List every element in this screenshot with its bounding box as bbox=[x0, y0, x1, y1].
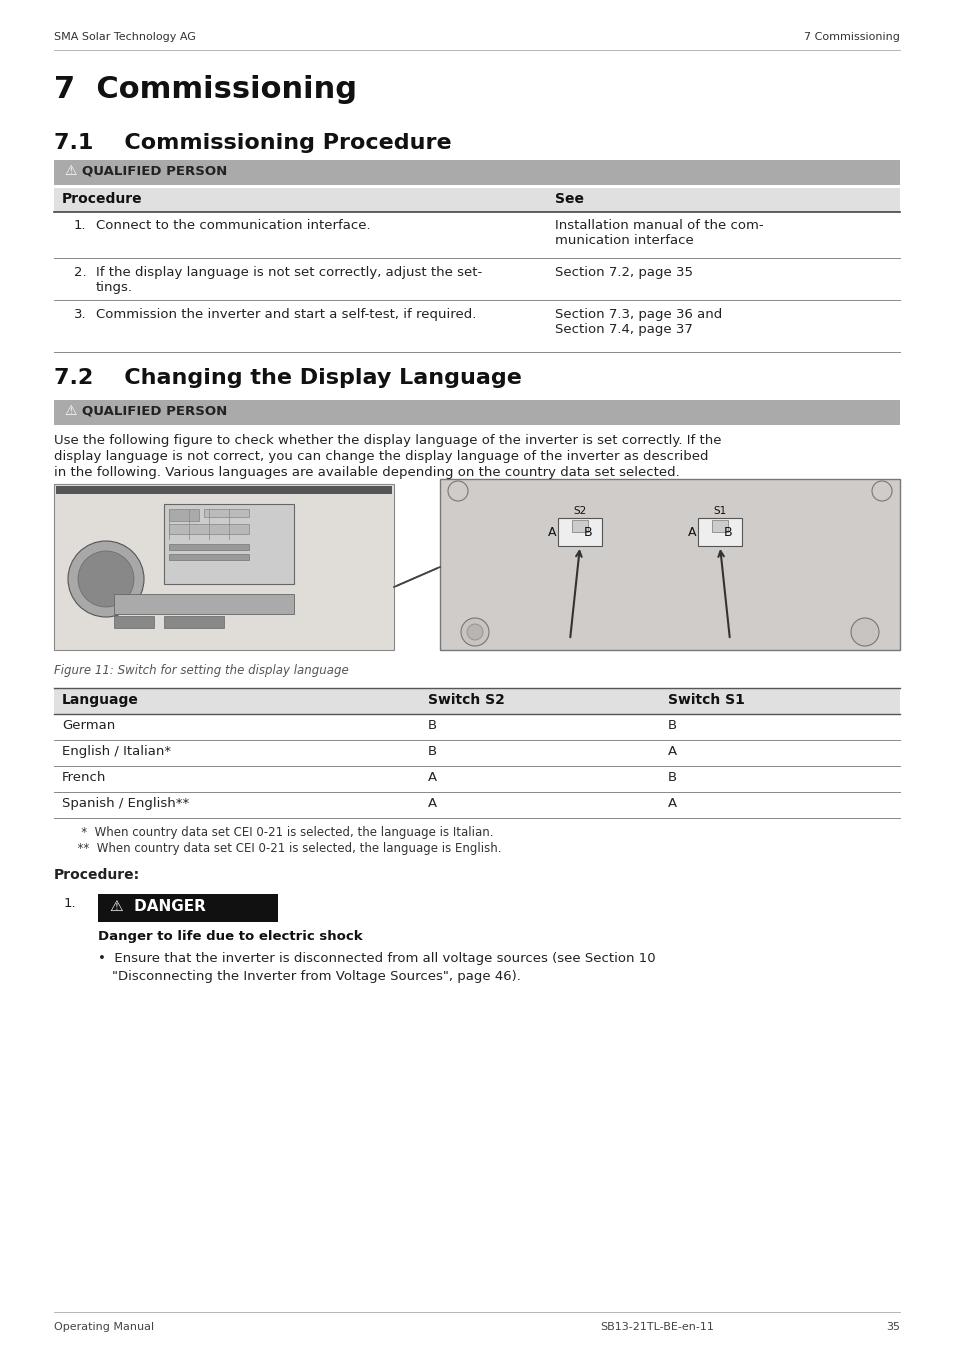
Bar bbox=[113, 616, 153, 628]
Text: •  Ensure that the inverter is disconnected from all voltage sources (see Sectio: • Ensure that the inverter is disconnect… bbox=[98, 952, 655, 965]
Text: 35: 35 bbox=[885, 1322, 899, 1332]
Text: B: B bbox=[428, 745, 436, 758]
Text: ⚠: ⚠ bbox=[64, 164, 76, 177]
Text: Language: Language bbox=[62, 693, 139, 707]
Text: B: B bbox=[667, 770, 677, 784]
Bar bbox=[711, 520, 727, 532]
Bar bbox=[439, 479, 899, 650]
Bar bbox=[54, 688, 899, 714]
Text: display language is not correct, you can change the display language of the inve: display language is not correct, you can… bbox=[54, 450, 708, 463]
Text: ⚠  DANGER: ⚠ DANGER bbox=[110, 899, 206, 914]
Text: SMA Solar Technology AG: SMA Solar Technology AG bbox=[54, 32, 195, 42]
Text: ⚠: ⚠ bbox=[64, 403, 76, 418]
Text: B: B bbox=[583, 525, 592, 539]
Bar bbox=[98, 894, 277, 922]
Bar bbox=[204, 509, 249, 517]
Circle shape bbox=[871, 481, 891, 501]
Bar bbox=[698, 519, 741, 546]
Text: Connect to the communication interface.: Connect to the communication interface. bbox=[96, 219, 370, 232]
Text: Procedure:: Procedure: bbox=[54, 868, 140, 881]
Text: Switch S2: Switch S2 bbox=[428, 693, 504, 707]
Circle shape bbox=[448, 481, 468, 501]
Text: French: French bbox=[62, 770, 107, 784]
Text: S1: S1 bbox=[713, 506, 726, 516]
Text: Section 7.2, page 35: Section 7.2, page 35 bbox=[555, 265, 692, 279]
Text: A: A bbox=[428, 798, 436, 810]
Text: A: A bbox=[667, 745, 677, 758]
Circle shape bbox=[78, 551, 133, 607]
Bar bbox=[113, 594, 294, 613]
Text: A: A bbox=[547, 525, 556, 539]
Text: A: A bbox=[428, 770, 436, 784]
Text: Figure 11: Switch for setting the display language: Figure 11: Switch for setting the displa… bbox=[54, 663, 349, 677]
Text: SB13-21TL-BE-en-11: SB13-21TL-BE-en-11 bbox=[599, 1322, 713, 1332]
Text: B: B bbox=[667, 719, 677, 733]
Bar bbox=[169, 524, 249, 533]
Text: in the following. Various languages are available depending on the country data : in the following. Various languages are … bbox=[54, 466, 679, 479]
Bar bbox=[54, 188, 899, 213]
Text: 7.2    Changing the Display Language: 7.2 Changing the Display Language bbox=[54, 368, 521, 389]
Bar bbox=[169, 509, 199, 521]
Text: German: German bbox=[62, 719, 115, 733]
Circle shape bbox=[460, 617, 489, 646]
Text: 7 Commissioning: 7 Commissioning bbox=[803, 32, 899, 42]
Circle shape bbox=[68, 542, 144, 617]
Text: 3.: 3. bbox=[74, 307, 87, 321]
Text: 2.: 2. bbox=[74, 265, 87, 279]
Circle shape bbox=[850, 617, 878, 646]
Bar bbox=[54, 399, 899, 425]
Bar bbox=[572, 520, 587, 532]
Text: 7.1    Commissioning Procedure: 7.1 Commissioning Procedure bbox=[54, 133, 451, 153]
Text: If the display language is not set correctly, adjust the set-
tings.: If the display language is not set corre… bbox=[96, 265, 482, 294]
Text: "Disconnecting the Inverter from Voltage Sources", page 46).: "Disconnecting the Inverter from Voltage… bbox=[112, 969, 520, 983]
Text: Switch S1: Switch S1 bbox=[667, 693, 744, 707]
Bar bbox=[164, 504, 294, 584]
Bar bbox=[56, 486, 392, 494]
Text: Danger to life due to electric shock: Danger to life due to electric shock bbox=[98, 930, 362, 942]
Text: 1.: 1. bbox=[64, 896, 76, 910]
Text: Installation manual of the com-
munication interface: Installation manual of the com- municati… bbox=[555, 219, 762, 246]
Text: Use the following figure to check whether the display language of the inverter i: Use the following figure to check whethe… bbox=[54, 435, 720, 447]
Text: Section 7.3, page 36 and
Section 7.4, page 37: Section 7.3, page 36 and Section 7.4, pa… bbox=[555, 307, 721, 336]
Text: Operating Manual: Operating Manual bbox=[54, 1322, 154, 1332]
Text: Spanish / English**: Spanish / English** bbox=[62, 798, 189, 810]
Text: Procedure: Procedure bbox=[62, 192, 143, 206]
Bar bbox=[54, 483, 394, 650]
Text: Commission the inverter and start a self-test, if required.: Commission the inverter and start a self… bbox=[96, 307, 476, 321]
Text: See: See bbox=[555, 192, 583, 206]
Text: *  When country data set CEI 0-21 is selected, the language is Italian.: * When country data set CEI 0-21 is sele… bbox=[70, 826, 493, 839]
Text: B: B bbox=[428, 719, 436, 733]
Text: 7  Commissioning: 7 Commissioning bbox=[54, 74, 356, 104]
Bar bbox=[164, 616, 224, 628]
Bar bbox=[54, 160, 899, 185]
Bar bbox=[169, 544, 249, 550]
Text: QUALIFIED PERSON: QUALIFIED PERSON bbox=[82, 164, 227, 177]
Bar bbox=[169, 554, 249, 561]
Text: **  When country data set CEI 0-21 is selected, the language is English.: ** When country data set CEI 0-21 is sel… bbox=[70, 842, 501, 854]
Text: S2: S2 bbox=[573, 506, 586, 516]
Text: A: A bbox=[667, 798, 677, 810]
Bar bbox=[558, 519, 601, 546]
Circle shape bbox=[467, 624, 482, 640]
Text: English / Italian*: English / Italian* bbox=[62, 745, 171, 758]
Text: B: B bbox=[723, 525, 732, 539]
Text: A: A bbox=[687, 525, 696, 539]
Text: 1.: 1. bbox=[74, 219, 87, 232]
Text: QUALIFIED PERSON: QUALIFIED PERSON bbox=[82, 403, 227, 417]
